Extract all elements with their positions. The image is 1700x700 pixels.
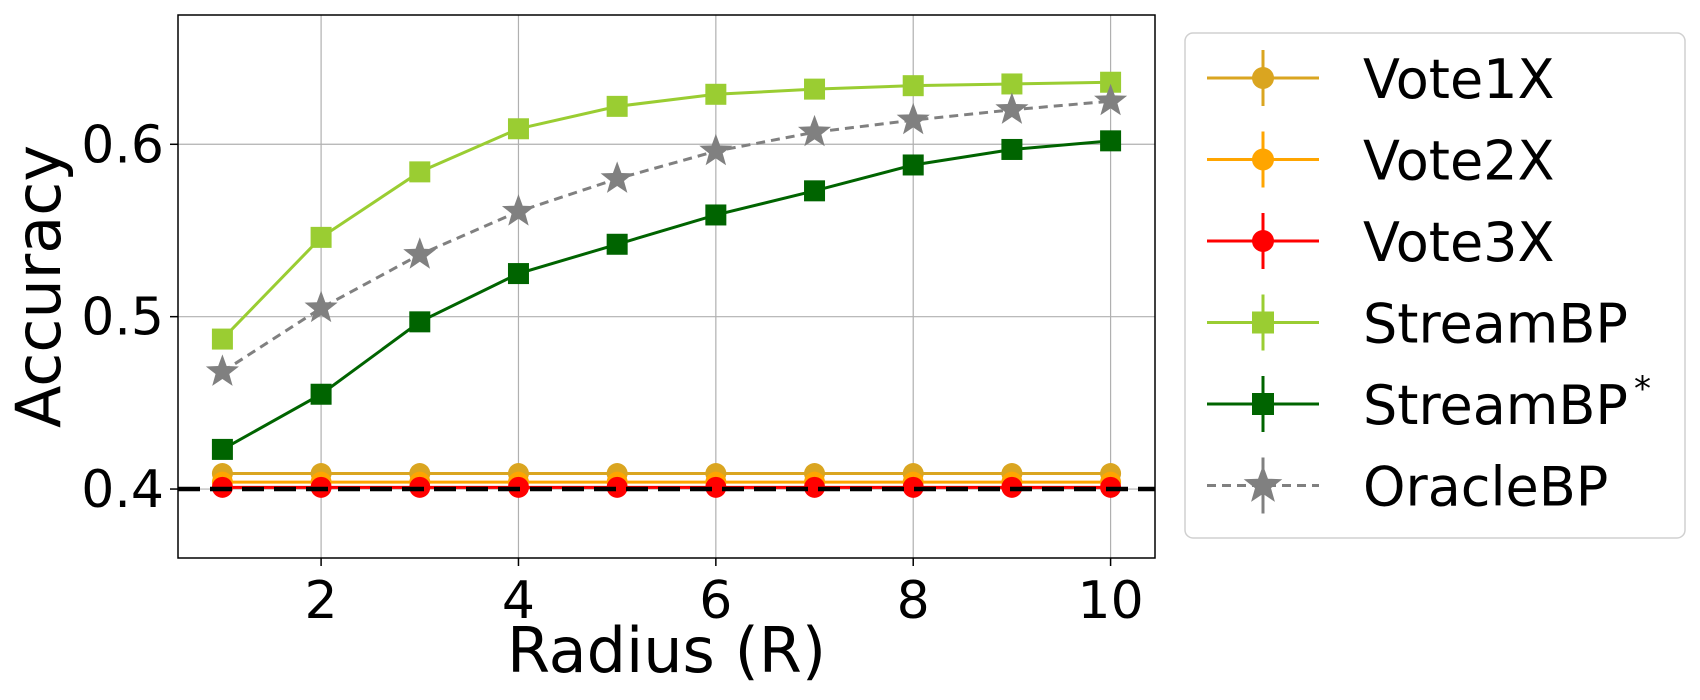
data-point xyxy=(804,180,826,202)
series-line xyxy=(221,139,1111,451)
x-tick-label: 4 xyxy=(502,571,535,631)
legend-item: Vote2X xyxy=(1207,130,1555,193)
data-point xyxy=(804,476,826,498)
data-point xyxy=(902,154,924,176)
data-point xyxy=(606,95,628,117)
data-point xyxy=(1100,71,1122,93)
data-point xyxy=(606,233,628,255)
data-point xyxy=(995,92,1029,124)
legend-item: StreamBP xyxy=(1207,293,1628,356)
data-point xyxy=(507,263,529,285)
x-axis-label: Radius (R) xyxy=(507,614,826,687)
data-point xyxy=(1001,73,1023,95)
tick-layer: 2 4 6 8 10 0.4 0.5 0.6 xyxy=(81,115,1143,631)
data-point xyxy=(699,133,733,166)
series-layer xyxy=(205,71,1128,498)
data-point xyxy=(1252,67,1274,89)
data-point xyxy=(507,118,529,140)
data-point xyxy=(1252,393,1274,415)
series-streambp-star xyxy=(211,130,1122,460)
y-tick-label: 0.6 xyxy=(81,115,164,175)
plot-frame xyxy=(177,14,1156,559)
y-axis-label: Accuracy xyxy=(2,145,75,428)
legend-label: Vote1X xyxy=(1363,48,1555,111)
data-point xyxy=(1094,83,1128,116)
data-point xyxy=(902,476,924,498)
data-point xyxy=(409,161,431,183)
legend-label: Vote2X xyxy=(1363,130,1555,193)
data-point xyxy=(1001,138,1023,160)
x-tick-label: 6 xyxy=(699,571,732,631)
data-point xyxy=(211,328,233,350)
data-point xyxy=(600,161,634,193)
series-line xyxy=(221,80,1111,341)
data-point xyxy=(1100,130,1122,152)
series-line xyxy=(221,99,1111,374)
data-point xyxy=(1252,148,1274,171)
legend-label: OracleBP xyxy=(1363,456,1608,519)
legend-label: StreamBP * xyxy=(1363,369,1651,437)
data-point xyxy=(902,75,924,97)
data-point xyxy=(310,226,332,248)
series-streambp xyxy=(211,71,1122,350)
data-point xyxy=(205,354,239,386)
legend-superscript: * xyxy=(1634,369,1651,409)
y-tick-label: 0.4 xyxy=(81,460,164,520)
data-point xyxy=(310,383,332,405)
data-point xyxy=(403,237,437,269)
legend-label: StreamBP xyxy=(1363,293,1628,356)
legend-item: Vote1X xyxy=(1207,48,1555,111)
data-point xyxy=(211,438,233,460)
legend-label: Vote3X xyxy=(1363,211,1555,274)
x-tick-label: 2 xyxy=(305,571,338,631)
data-point xyxy=(501,194,536,226)
legend-item: StreamBP * xyxy=(1207,369,1651,437)
data-point xyxy=(1252,230,1274,252)
legend-item: OracleBP xyxy=(1207,456,1608,519)
data-point xyxy=(804,78,826,100)
legend-item: Vote3X xyxy=(1207,211,1555,274)
y-tick-label: 0.5 xyxy=(81,288,164,348)
data-point xyxy=(606,476,628,498)
data-point xyxy=(705,204,727,226)
data-point xyxy=(705,83,727,105)
legend: Vote1X Vote2X Vote3X StreamBP StreamBP * Oracl… xyxy=(1184,32,1686,539)
x-tick-label: 8 xyxy=(897,571,930,631)
data-point xyxy=(409,311,431,333)
x-tick-label: 10 xyxy=(1078,571,1144,631)
data-point xyxy=(1252,311,1274,334)
data-point xyxy=(1243,465,1283,502)
data-point xyxy=(896,102,930,135)
data-point xyxy=(705,476,727,498)
series-oraclebp xyxy=(205,83,1128,386)
data-point xyxy=(304,290,338,323)
data-point xyxy=(797,114,832,147)
